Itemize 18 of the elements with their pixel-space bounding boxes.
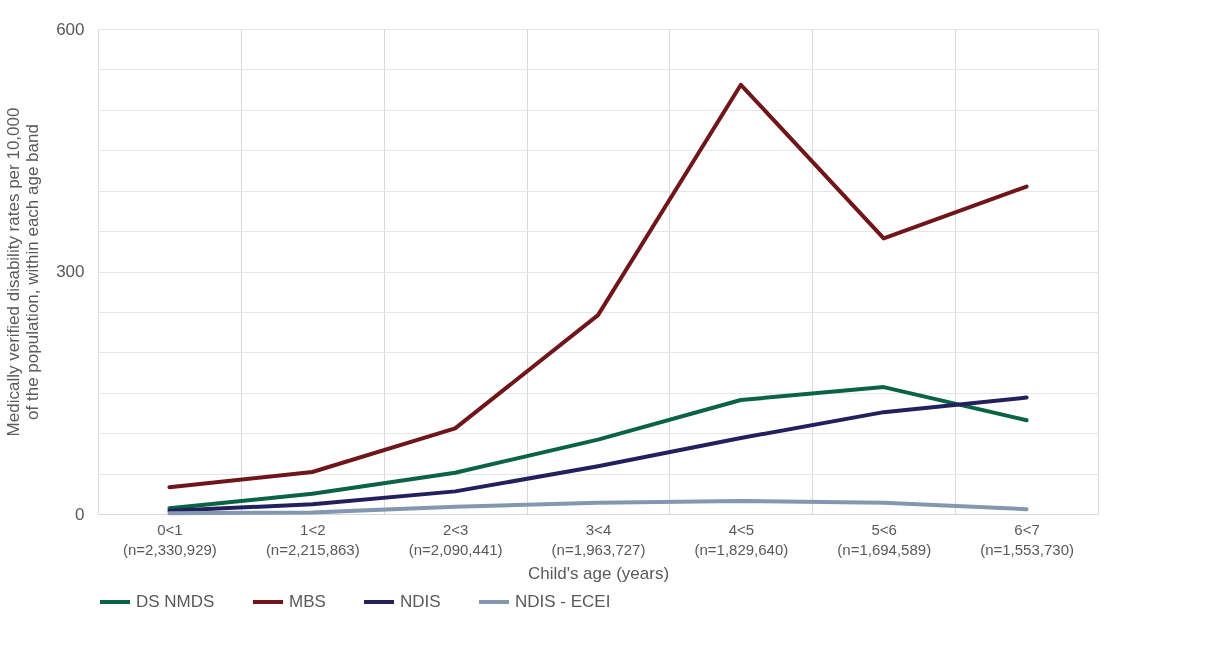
legend-label: NDIS - ECEI <box>515 592 611 611</box>
x-tick-label: 3<4 (n=1,963,727) <box>551 520 646 558</box>
x-tick-label: 5<6 (n=1,694,589) <box>837 520 932 558</box>
line-series <box>167 499 1029 516</box>
line-series <box>167 82 1029 490</box>
y-axis-title: Medically verified disability rates per 10,000 of the population, within each age band <box>4 107 43 437</box>
y-tick-label: 600 <box>56 19 85 39</box>
legend-label: NDIS <box>400 592 441 611</box>
x-tick-label: 0<1 (n=2,330,929) <box>123 520 217 558</box>
y-tick-label: 300 <box>56 262 85 281</box>
x-tick-label: 6<7 (n=1,553,730) <box>980 520 1074 558</box>
x-axis-title: Child's age (years) <box>527 563 670 583</box>
y-tick-label: 0 <box>75 504 85 524</box>
x-tick-label: 1<2 (n=2,215,863) <box>265 520 360 558</box>
legend-label: MBS <box>289 592 326 611</box>
x-tick-label: 2<3 (n=2,090,441) <box>408 520 503 558</box>
x-tick-label: 4<5 (n=1,829,640) <box>694 520 789 558</box>
legend-label: DS NMDS <box>136 592 215 611</box>
